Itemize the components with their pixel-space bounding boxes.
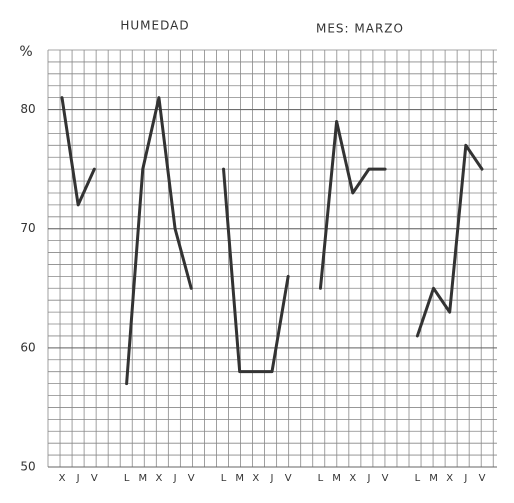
chart-title: HUMEDAD (120, 19, 189, 33)
x-tick-label: M (138, 473, 147, 484)
annotation: MES: MARZO (316, 22, 404, 36)
x-tick-label: X (59, 473, 66, 484)
x-tick-label: V (188, 473, 195, 484)
x-tick-label: M (235, 473, 244, 484)
y-tick-label: 50 (20, 460, 35, 474)
y-axis-label: % (19, 44, 32, 60)
x-tick-label: J (463, 473, 467, 484)
x-tick-label: L (415, 473, 421, 484)
x-tick-label: X (252, 473, 259, 484)
x-tick-label: X (349, 473, 356, 484)
data-line (60, 96, 484, 386)
x-tick-label: M (429, 473, 438, 484)
y-tick-label: 70 (20, 221, 35, 235)
x-tick-label: V (479, 473, 486, 484)
x-tick-label: L (318, 473, 324, 484)
x-tick-label: V (285, 473, 292, 484)
x-tick-label: L (124, 473, 130, 484)
x-tick-label: V (382, 473, 389, 484)
x-tick-label: J (270, 473, 274, 484)
x-tick-label: V (91, 473, 98, 484)
graph-paper (47, 49, 497, 468)
x-tick-label: J (173, 473, 177, 484)
x-tick-label: J (366, 473, 370, 484)
y-tick-label: 80 (20, 102, 35, 116)
x-tick-label: M (332, 473, 341, 484)
y-tick-label: 60 (20, 340, 35, 354)
x-tick-label: L (221, 473, 227, 484)
x-tick-label: J (76, 473, 80, 484)
x-tick-label: X (446, 473, 453, 484)
x-tick-label: X (155, 473, 162, 484)
